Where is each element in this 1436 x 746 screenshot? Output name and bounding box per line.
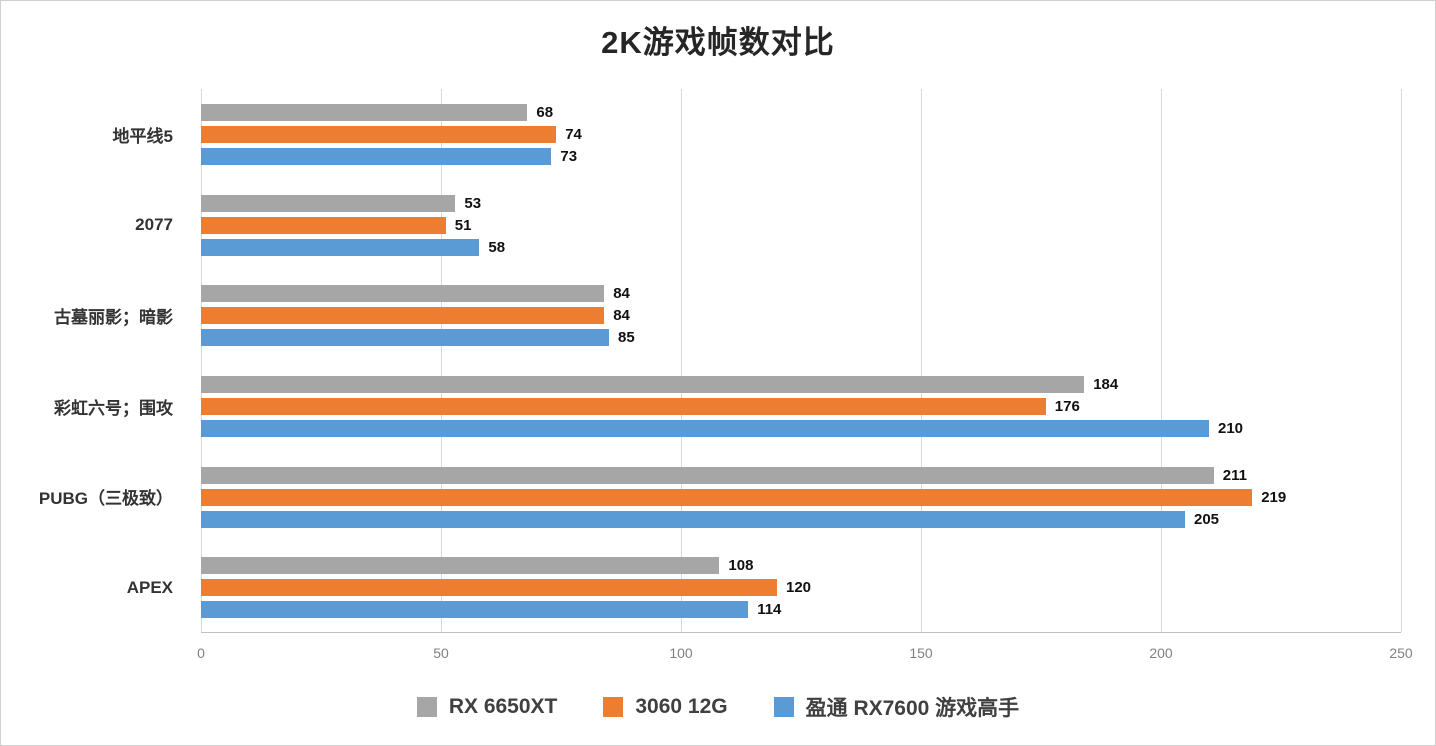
bar	[201, 557, 720, 575]
legend-label: 3060 12G	[635, 695, 728, 718]
bar-group: 84 84 85	[201, 285, 1401, 351]
bar-group: 184 176 210	[201, 375, 1401, 442]
bar-row: 205	[201, 510, 1401, 528]
bar	[201, 375, 1085, 393]
bar-row: 84	[201, 285, 1401, 303]
bar-row: 85	[201, 329, 1401, 347]
bar-group: 211 219 205	[201, 466, 1401, 533]
bar	[201, 466, 1214, 484]
bar	[201, 194, 456, 212]
bar-row: 211	[201, 466, 1401, 484]
x-axis: 0 50 100 150 200 250	[1, 645, 1435, 667]
legend-label: 盈通 RX7600 游戏高手	[805, 697, 1020, 720]
bar	[201, 103, 528, 121]
bar-value-label: 120	[786, 579, 812, 597]
legend-item: 盈通 RX7600 游戏高手	[773, 692, 1020, 722]
bar-value-label: 108	[728, 557, 754, 575]
bar-group: 53 51 58	[201, 194, 1401, 261]
bar-value-label: 176	[1054, 397, 1080, 415]
bar-row: 84	[201, 307, 1401, 325]
bar-value-label: 51	[454, 216, 472, 234]
bar	[201, 488, 1253, 506]
bar-value-label: 210	[1218, 419, 1244, 437]
bar-row: 176	[201, 397, 1401, 415]
bar-row: 73	[201, 147, 1401, 165]
category-labels: 地平线5 2077 古墓丽影；暗影 彩虹六号；围攻 PUBG（三极致） APEX	[1, 89, 187, 633]
x-axis-tick-label: 200	[1149, 645, 1173, 661]
category-label: PUBG（三极致）	[38, 489, 173, 509]
category-label: APEX	[126, 577, 173, 597]
bar-value-label: 73	[560, 147, 578, 165]
bar-value-label: 84	[613, 307, 630, 325]
bar-row: 120	[201, 579, 1401, 597]
bar-value-label: 58	[488, 238, 506, 256]
legend: RX 6650XT 3060 12G 盈通 RX7600 游戏高手	[1, 685, 1435, 729]
bar-value-label: 211	[1222, 466, 1247, 484]
bar	[201, 147, 552, 165]
bar-row: 51	[201, 216, 1401, 234]
legend-swatch	[773, 697, 794, 717]
bar	[201, 601, 749, 619]
gridline	[920, 89, 922, 632]
category-label: 地平线5	[112, 126, 173, 146]
bar	[201, 307, 605, 325]
gridline	[440, 89, 442, 632]
bar-value-label: 184	[1093, 375, 1119, 393]
gridline	[680, 89, 682, 632]
gridline	[200, 89, 202, 632]
bar-row: 184	[201, 375, 1401, 393]
bar-value-label: 53	[464, 194, 482, 212]
legend-item: 3060 12G	[603, 695, 728, 719]
bar	[201, 329, 609, 347]
bar	[201, 285, 605, 303]
category-label: 2077	[135, 214, 173, 234]
bar-row: 210	[201, 419, 1401, 437]
bar-group: 68 74 73	[201, 103, 1401, 170]
gridline	[1400, 89, 1402, 632]
bar-row: 58	[201, 238, 1401, 256]
bar-value-label: 68	[536, 103, 554, 121]
bar-value-label: 114	[757, 601, 782, 619]
x-axis-tick-label: 0	[197, 645, 205, 661]
legend-item: RX 6650XT	[416, 695, 558, 719]
bar	[201, 216, 446, 234]
bar-row: 53	[201, 194, 1401, 212]
legend-label: RX 6650XT	[448, 695, 558, 718]
bar-value-label: 84	[613, 285, 630, 303]
bar	[201, 510, 1185, 528]
category-label: 彩虹六号；围攻	[54, 398, 173, 418]
bar	[201, 397, 1046, 415]
bar-row: 219	[201, 488, 1401, 506]
bar	[201, 579, 777, 597]
category-label: 古墓丽影；暗影	[54, 308, 173, 328]
x-axis-tick-label: 50	[433, 645, 449, 661]
bar-value-label: 74	[565, 125, 582, 143]
bar	[201, 238, 480, 256]
bar-group: 108 120 114	[201, 557, 1401, 623]
x-axis-tick-label: 150	[909, 645, 933, 661]
bar-value-label: 219	[1261, 488, 1287, 506]
bar-value-label: 205	[1194, 510, 1220, 528]
bar	[201, 125, 557, 143]
bar-row: 114	[201, 601, 1401, 619]
bar-row: 68	[201, 103, 1401, 121]
gridline	[1160, 89, 1162, 632]
x-axis-tick-label: 100	[669, 645, 693, 661]
bar-row: 108	[201, 557, 1401, 575]
bar-row: 74	[201, 125, 1401, 143]
legend-swatch	[603, 697, 624, 717]
bar	[201, 419, 1209, 437]
x-axis-tick-label: 250	[1389, 645, 1413, 661]
legend-swatch	[416, 697, 437, 717]
chart-title: 2K游戏帧数对比	[601, 25, 835, 60]
plot-area: 68 74 73 53 51 58 84 84 85 184 176 210 211 219 205 108 1…	[200, 89, 1402, 633]
bar-value-label: 85	[618, 329, 635, 347]
